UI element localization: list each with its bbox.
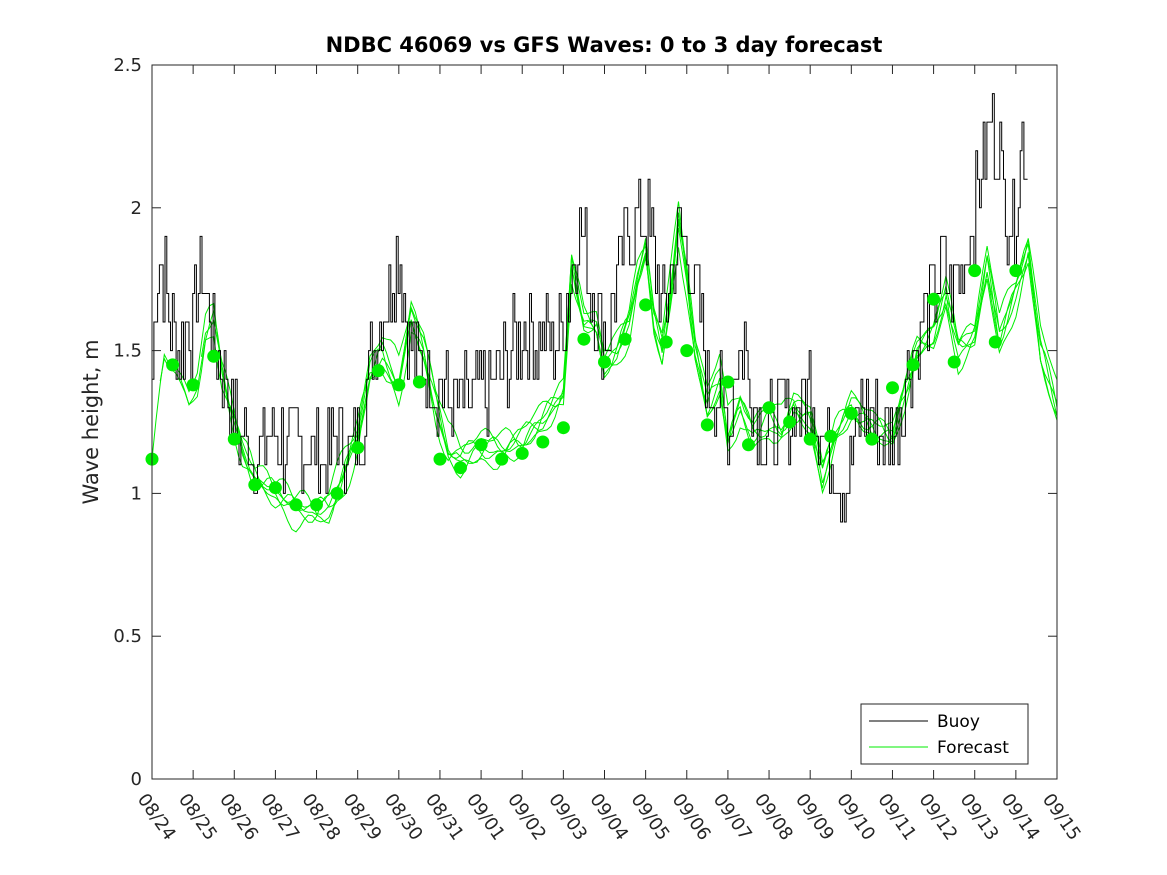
forecast-marker xyxy=(844,406,858,420)
forecast-marker xyxy=(762,401,776,415)
forecast-marker xyxy=(392,378,406,392)
forecast-marker xyxy=(988,335,1002,349)
forecast-marker xyxy=(639,298,653,312)
forecast-marker xyxy=(680,344,694,358)
forecast-marker xyxy=(659,335,673,349)
forecast-markers xyxy=(145,264,1023,512)
forecast-marker xyxy=(227,432,241,446)
forecast-marker xyxy=(721,375,735,389)
axes-background xyxy=(152,65,1057,779)
forecast-marker xyxy=(371,364,385,378)
forecast-marker xyxy=(515,446,529,460)
y-tick-label: 2 xyxy=(131,198,142,219)
forecast-marker xyxy=(474,438,488,452)
forecast-marker xyxy=(1009,264,1023,278)
forecast-marker xyxy=(186,378,200,392)
forecast-marker xyxy=(886,381,899,395)
forecast-marker xyxy=(412,375,426,389)
forecast-marker xyxy=(783,415,797,429)
forecast-marker xyxy=(742,438,755,452)
forecast-marker xyxy=(289,498,303,512)
buoy-series xyxy=(152,93,1028,523)
forecast-marker xyxy=(865,432,879,446)
forecast-marker xyxy=(310,498,323,512)
forecast-marker xyxy=(618,332,632,346)
forecast-marker xyxy=(166,358,180,372)
buoy-line xyxy=(152,93,1028,523)
forecast-marker xyxy=(351,441,365,455)
y-tick-label: 0 xyxy=(131,769,142,790)
forecast-marker xyxy=(577,332,591,346)
forecast-marker xyxy=(556,421,570,435)
forecast-marker xyxy=(824,429,838,443)
forecast-marker xyxy=(495,452,509,466)
forecast-marker xyxy=(927,292,941,306)
forecast-marker xyxy=(207,349,221,363)
forecast-marker xyxy=(598,355,611,369)
forecast-marker xyxy=(906,358,920,372)
forecast-marker xyxy=(947,355,961,369)
y-tick-label: 2.5 xyxy=(113,55,142,76)
forecast-line xyxy=(221,247,1058,533)
y-tick-label: 1.5 xyxy=(113,341,142,362)
y-axis: 0 0.5 1 1.5 2 2.5 xyxy=(113,55,1057,790)
legend: Buoy Forecast xyxy=(860,703,1029,765)
forecast-marker xyxy=(268,481,282,495)
forecast-marker xyxy=(968,264,982,278)
forecast-marker xyxy=(330,486,344,500)
forecast-marker xyxy=(803,432,817,446)
y-tick-label: 1 xyxy=(131,483,142,504)
forecast-marker xyxy=(248,478,262,492)
legend-buoy-label: Buoy xyxy=(937,712,980,732)
forecast-marker xyxy=(700,418,714,432)
legend-box xyxy=(860,703,1029,765)
chart-title: NDBC 46069 vs GFS Waves: 0 to 3 day fore… xyxy=(326,33,883,57)
forecast-marker xyxy=(454,461,467,475)
forecast-marker xyxy=(433,452,447,466)
forecast-marker xyxy=(536,435,550,449)
legend-forecast-label: Forecast xyxy=(937,738,1009,758)
y-tick-label: 0.5 xyxy=(113,626,142,647)
y-axis-label: Wave height, m xyxy=(79,339,103,504)
